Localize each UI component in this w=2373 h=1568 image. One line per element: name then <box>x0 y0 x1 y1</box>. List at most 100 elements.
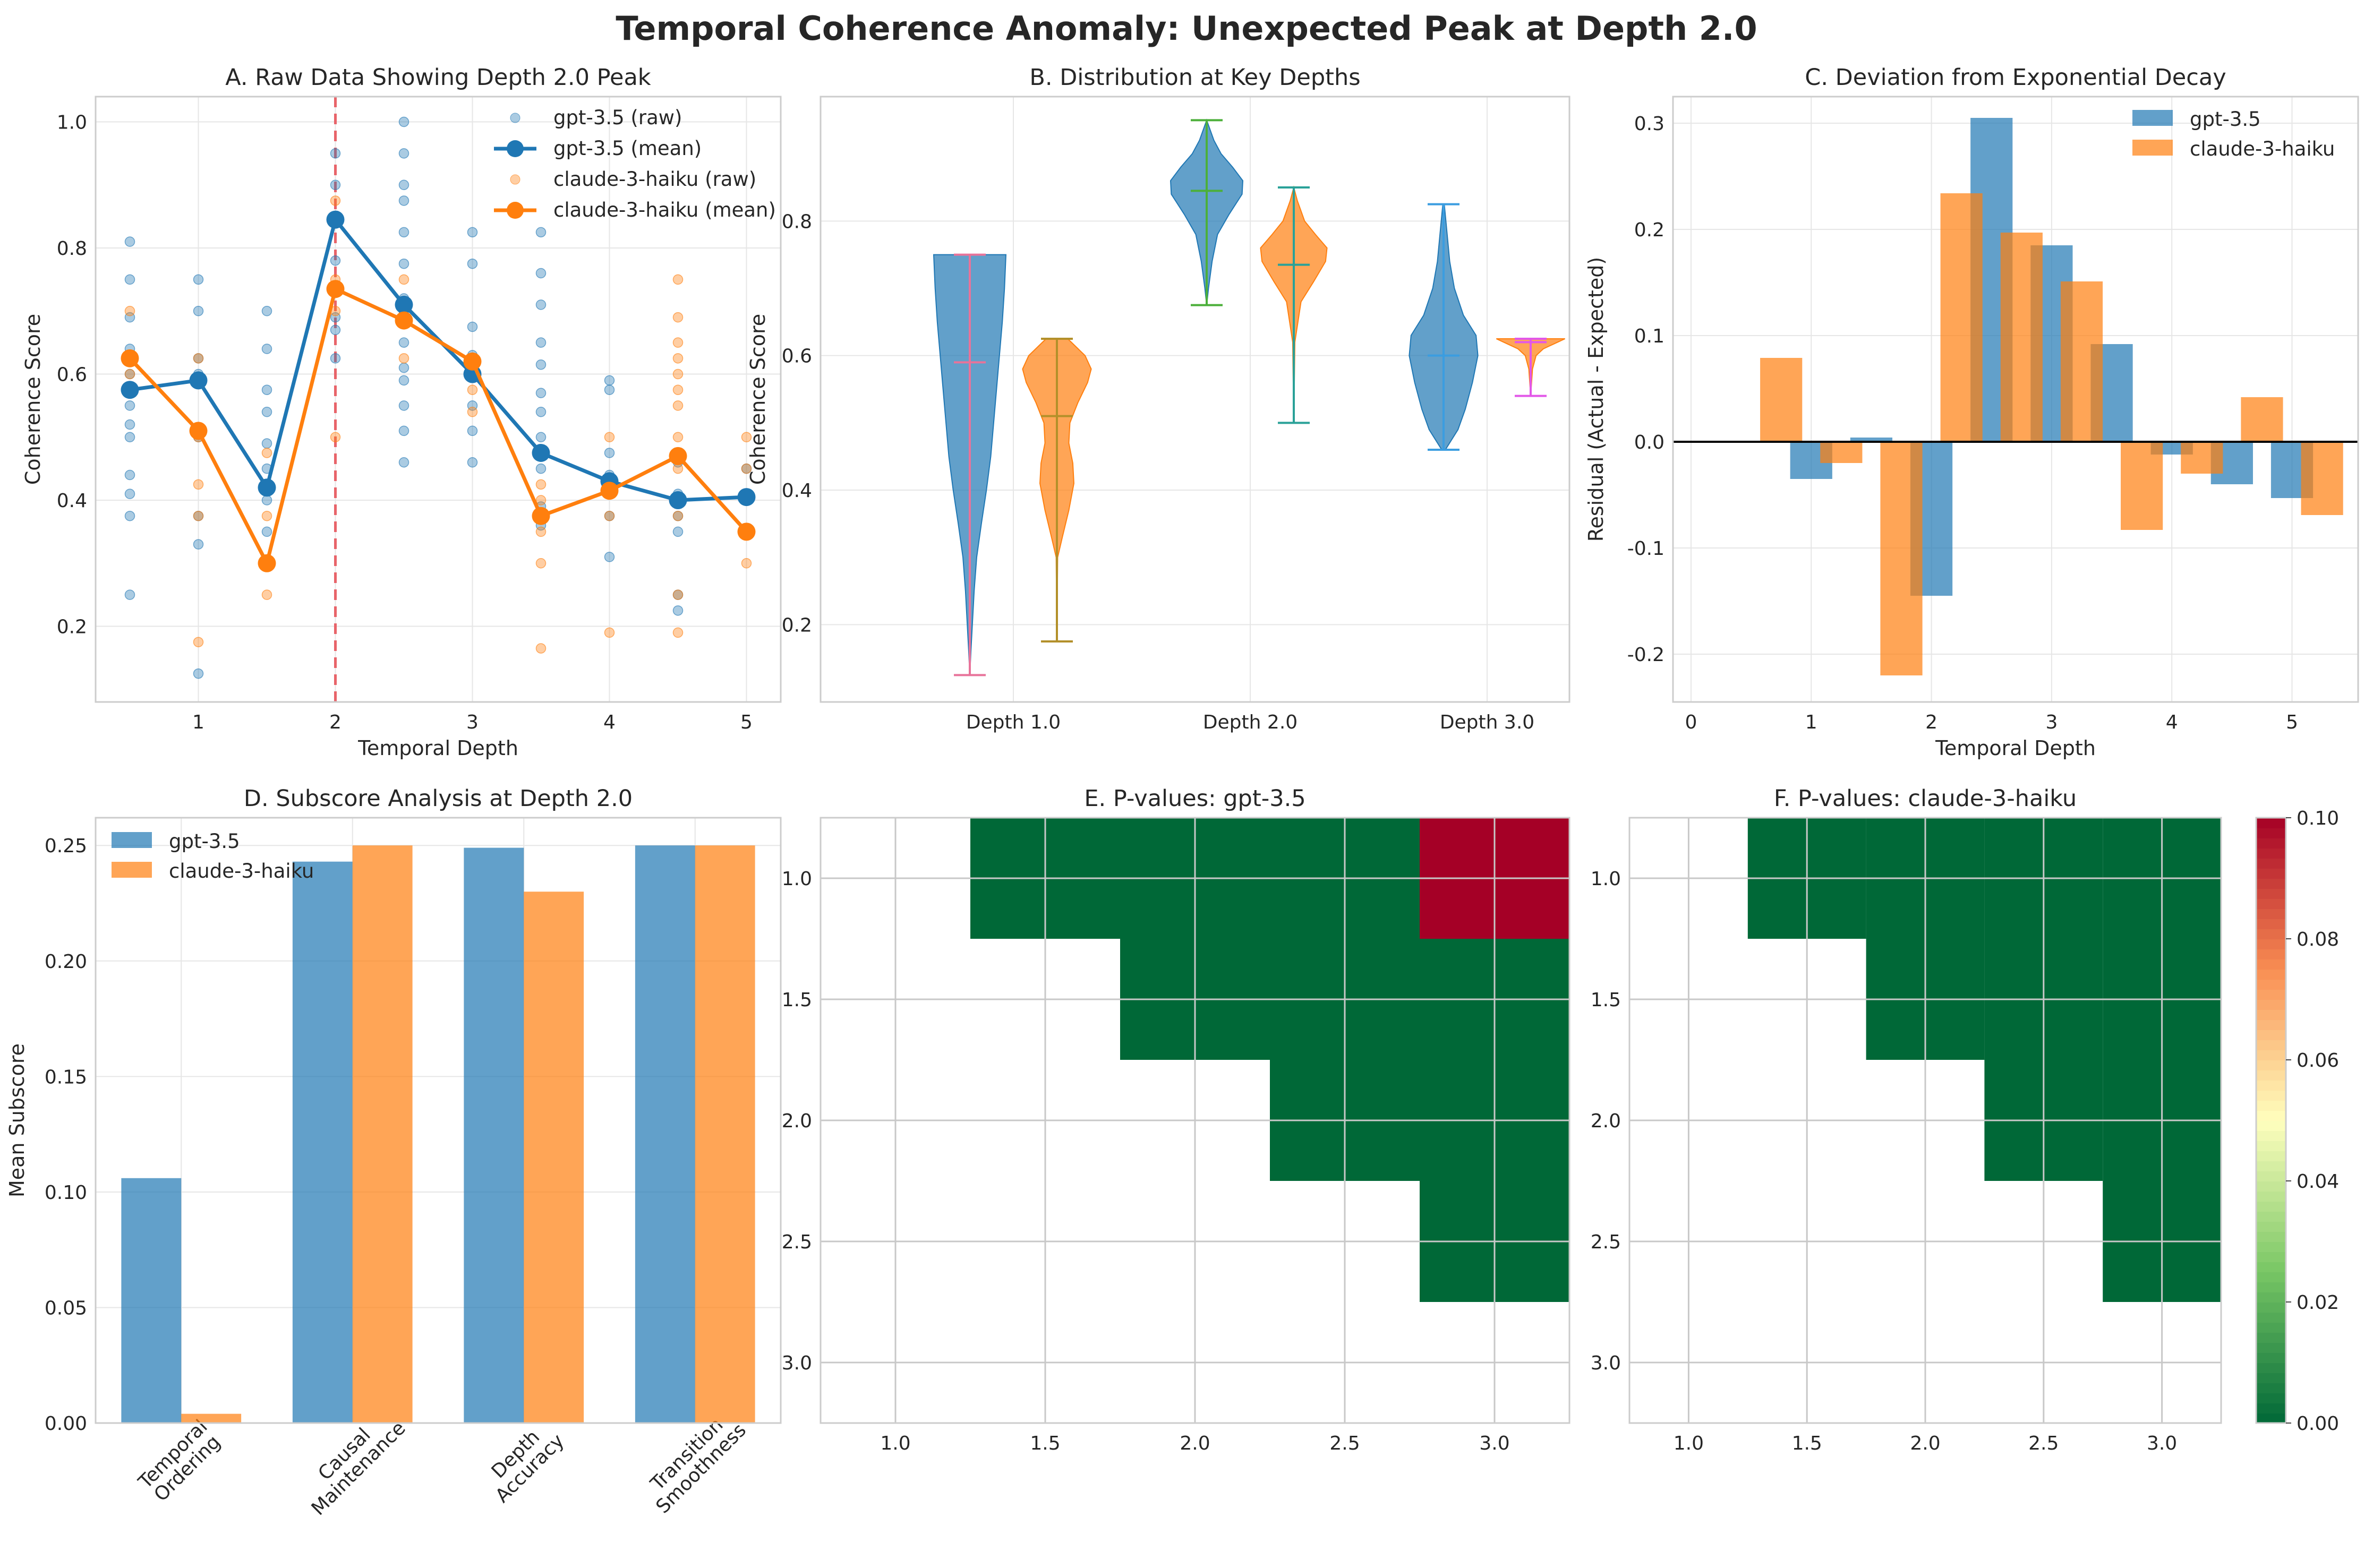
residual-bar-claude <box>1940 193 1983 442</box>
x-tick-label: 2.5 <box>2028 1433 2059 1454</box>
y-tick-label: -0.2 <box>1627 644 1664 666</box>
y-tick-label: 0.2 <box>57 616 87 638</box>
raw-point-gpt <box>261 306 272 316</box>
mean-point-claude <box>737 522 756 541</box>
panel-c-residuals: -0.2 -0.1 0.0 0.1 0.2 0.3 0 1 2 3 4 5 C. Deviation f… <box>1584 64 2359 760</box>
raw-point-gpt <box>604 384 615 395</box>
x-tick-label: 3.0 <box>1479 1433 1509 1454</box>
raw-point-gpt <box>124 510 135 521</box>
colorbar-segment <box>2256 1383 2286 1393</box>
colorbar-tick-label: 0.00 <box>2297 1413 2339 1435</box>
axes-frame-c <box>1672 96 2359 703</box>
raw-point-gpt <box>535 359 547 370</box>
legend-label: claude-3-haiku (raw) <box>553 168 756 191</box>
colorbar-segment <box>2256 1130 2286 1141</box>
legend-swatch <box>2132 110 2173 126</box>
raw-point-gpt <box>124 432 135 442</box>
colorbar-segment <box>2256 828 2286 838</box>
x-tick-label: 0 <box>1685 712 1697 733</box>
raw-point-gpt <box>467 425 478 436</box>
raw-point-gpt <box>535 227 547 238</box>
y-tick-label: -0.1 <box>1627 538 1664 560</box>
raw-point-claude <box>398 274 409 285</box>
raw-point-claude <box>261 589 272 600</box>
legend-label: gpt-3.5 <box>169 830 240 853</box>
raw-point-gpt <box>261 438 272 449</box>
colorbar-segment <box>2256 1070 2286 1081</box>
raw-point-claude <box>124 369 135 380</box>
figure-title: Temporal Coherence Anomaly: Unexpected P… <box>616 9 1757 48</box>
colorbar-segment <box>2256 1191 2286 1202</box>
raw-point-claude <box>535 643 547 654</box>
y-tick-label: 0.15 <box>45 1066 87 1088</box>
subscore-bar-claude <box>695 845 755 1423</box>
raw-point-claude <box>672 400 684 411</box>
raw-point-claude <box>741 463 752 474</box>
y-tick-label: 0.6 <box>782 346 812 367</box>
raw-point-claude <box>330 195 341 206</box>
raw-point-claude <box>467 384 478 395</box>
colorbar-segment <box>2256 1090 2286 1101</box>
panel-title: D. Subscore Analysis at Depth 2.0 <box>244 785 633 812</box>
panel-a-raw-data: 0.2 0.4 0.6 0.8 1.0 1 2 3 4 5 A. Raw Data Showing … <box>21 64 782 760</box>
panel-title: C. Deviation from Exponential Decay <box>1805 64 2226 91</box>
y-tick-label: 2.0 <box>782 1110 812 1132</box>
raw-point-gpt <box>261 526 272 537</box>
raw-point-claude <box>741 558 752 569</box>
colorbar-segment <box>2256 1080 2286 1091</box>
y-tick-label: 1.5 <box>782 989 812 1011</box>
colorbar-segment <box>2256 1151 2286 1161</box>
colorbar-segment <box>2256 1030 2286 1040</box>
raw-point-claude <box>672 337 684 348</box>
legend-label: gpt-3.5 <box>2190 108 2261 131</box>
raw-point-gpt <box>535 463 547 474</box>
colorbar-segment <box>2256 1373 2286 1383</box>
x-tick-label: 3.0 <box>2147 1433 2177 1454</box>
raw-point-claude <box>398 353 409 364</box>
raw-point-gpt <box>398 400 409 411</box>
colorbar-segment <box>2256 868 2286 879</box>
subscore-bar-claude <box>352 845 413 1423</box>
raw-point-gpt <box>124 489 135 499</box>
colorbar-segment <box>2256 1413 2286 1424</box>
panel-title: E. P-values: gpt-3.5 <box>1084 785 1305 812</box>
y-axis-label: Residual (Actual - Expected) <box>1584 257 1608 542</box>
x-tick-label: 1.5 <box>1792 1433 1822 1454</box>
raw-point-gpt <box>398 457 409 468</box>
colorbar-segment <box>2256 1352 2286 1363</box>
panel-f-pvalues-claude: 1.0 1.0 1.5 1.5 2.0 2.0 2.5 2.5 3.0 3.0 F. P-value… <box>1591 785 2222 1454</box>
legend-swatch <box>112 832 152 848</box>
raw-point-gpt <box>398 227 409 238</box>
colorbar-segment <box>2256 888 2286 899</box>
mean-point-gpt <box>121 381 139 399</box>
colorbar-segment <box>2256 1292 2286 1303</box>
raw-point-gpt <box>124 400 135 411</box>
subscore-bar-claude <box>181 1413 242 1423</box>
colorbar-segment <box>2256 959 2286 970</box>
colorbar-segment <box>2256 1393 2286 1403</box>
y-tick-label: 2.0 <box>1591 1110 1621 1132</box>
raw-point-claude <box>741 432 752 442</box>
y-tick-label: 1.0 <box>1591 868 1621 890</box>
colorbar-segment <box>2256 858 2286 869</box>
raw-point-gpt <box>124 589 135 600</box>
raw-point-claude <box>330 432 341 442</box>
y-tick-label: 0.20 <box>45 951 87 973</box>
raw-point-gpt <box>398 362 409 373</box>
colorbar-segment <box>2256 1363 2286 1373</box>
mean-point-gpt <box>258 478 276 497</box>
raw-point-gpt <box>398 195 409 206</box>
colorbar-segment <box>2256 1322 2286 1333</box>
raw-point-gpt <box>467 457 478 468</box>
raw-point-gpt <box>535 407 547 417</box>
raw-point-claude <box>604 510 615 521</box>
colorbar-segment <box>2256 1171 2286 1181</box>
raw-point-gpt <box>261 344 272 354</box>
mean-point-gpt <box>532 443 550 462</box>
colorbar-tick-label: 0.04 <box>2297 1171 2339 1193</box>
raw-point-claude <box>193 637 204 647</box>
panel-title: B. Distribution at Key Depths <box>1029 64 1360 91</box>
colorbar-segment <box>2256 1110 2286 1121</box>
raw-point-claude <box>604 627 615 638</box>
